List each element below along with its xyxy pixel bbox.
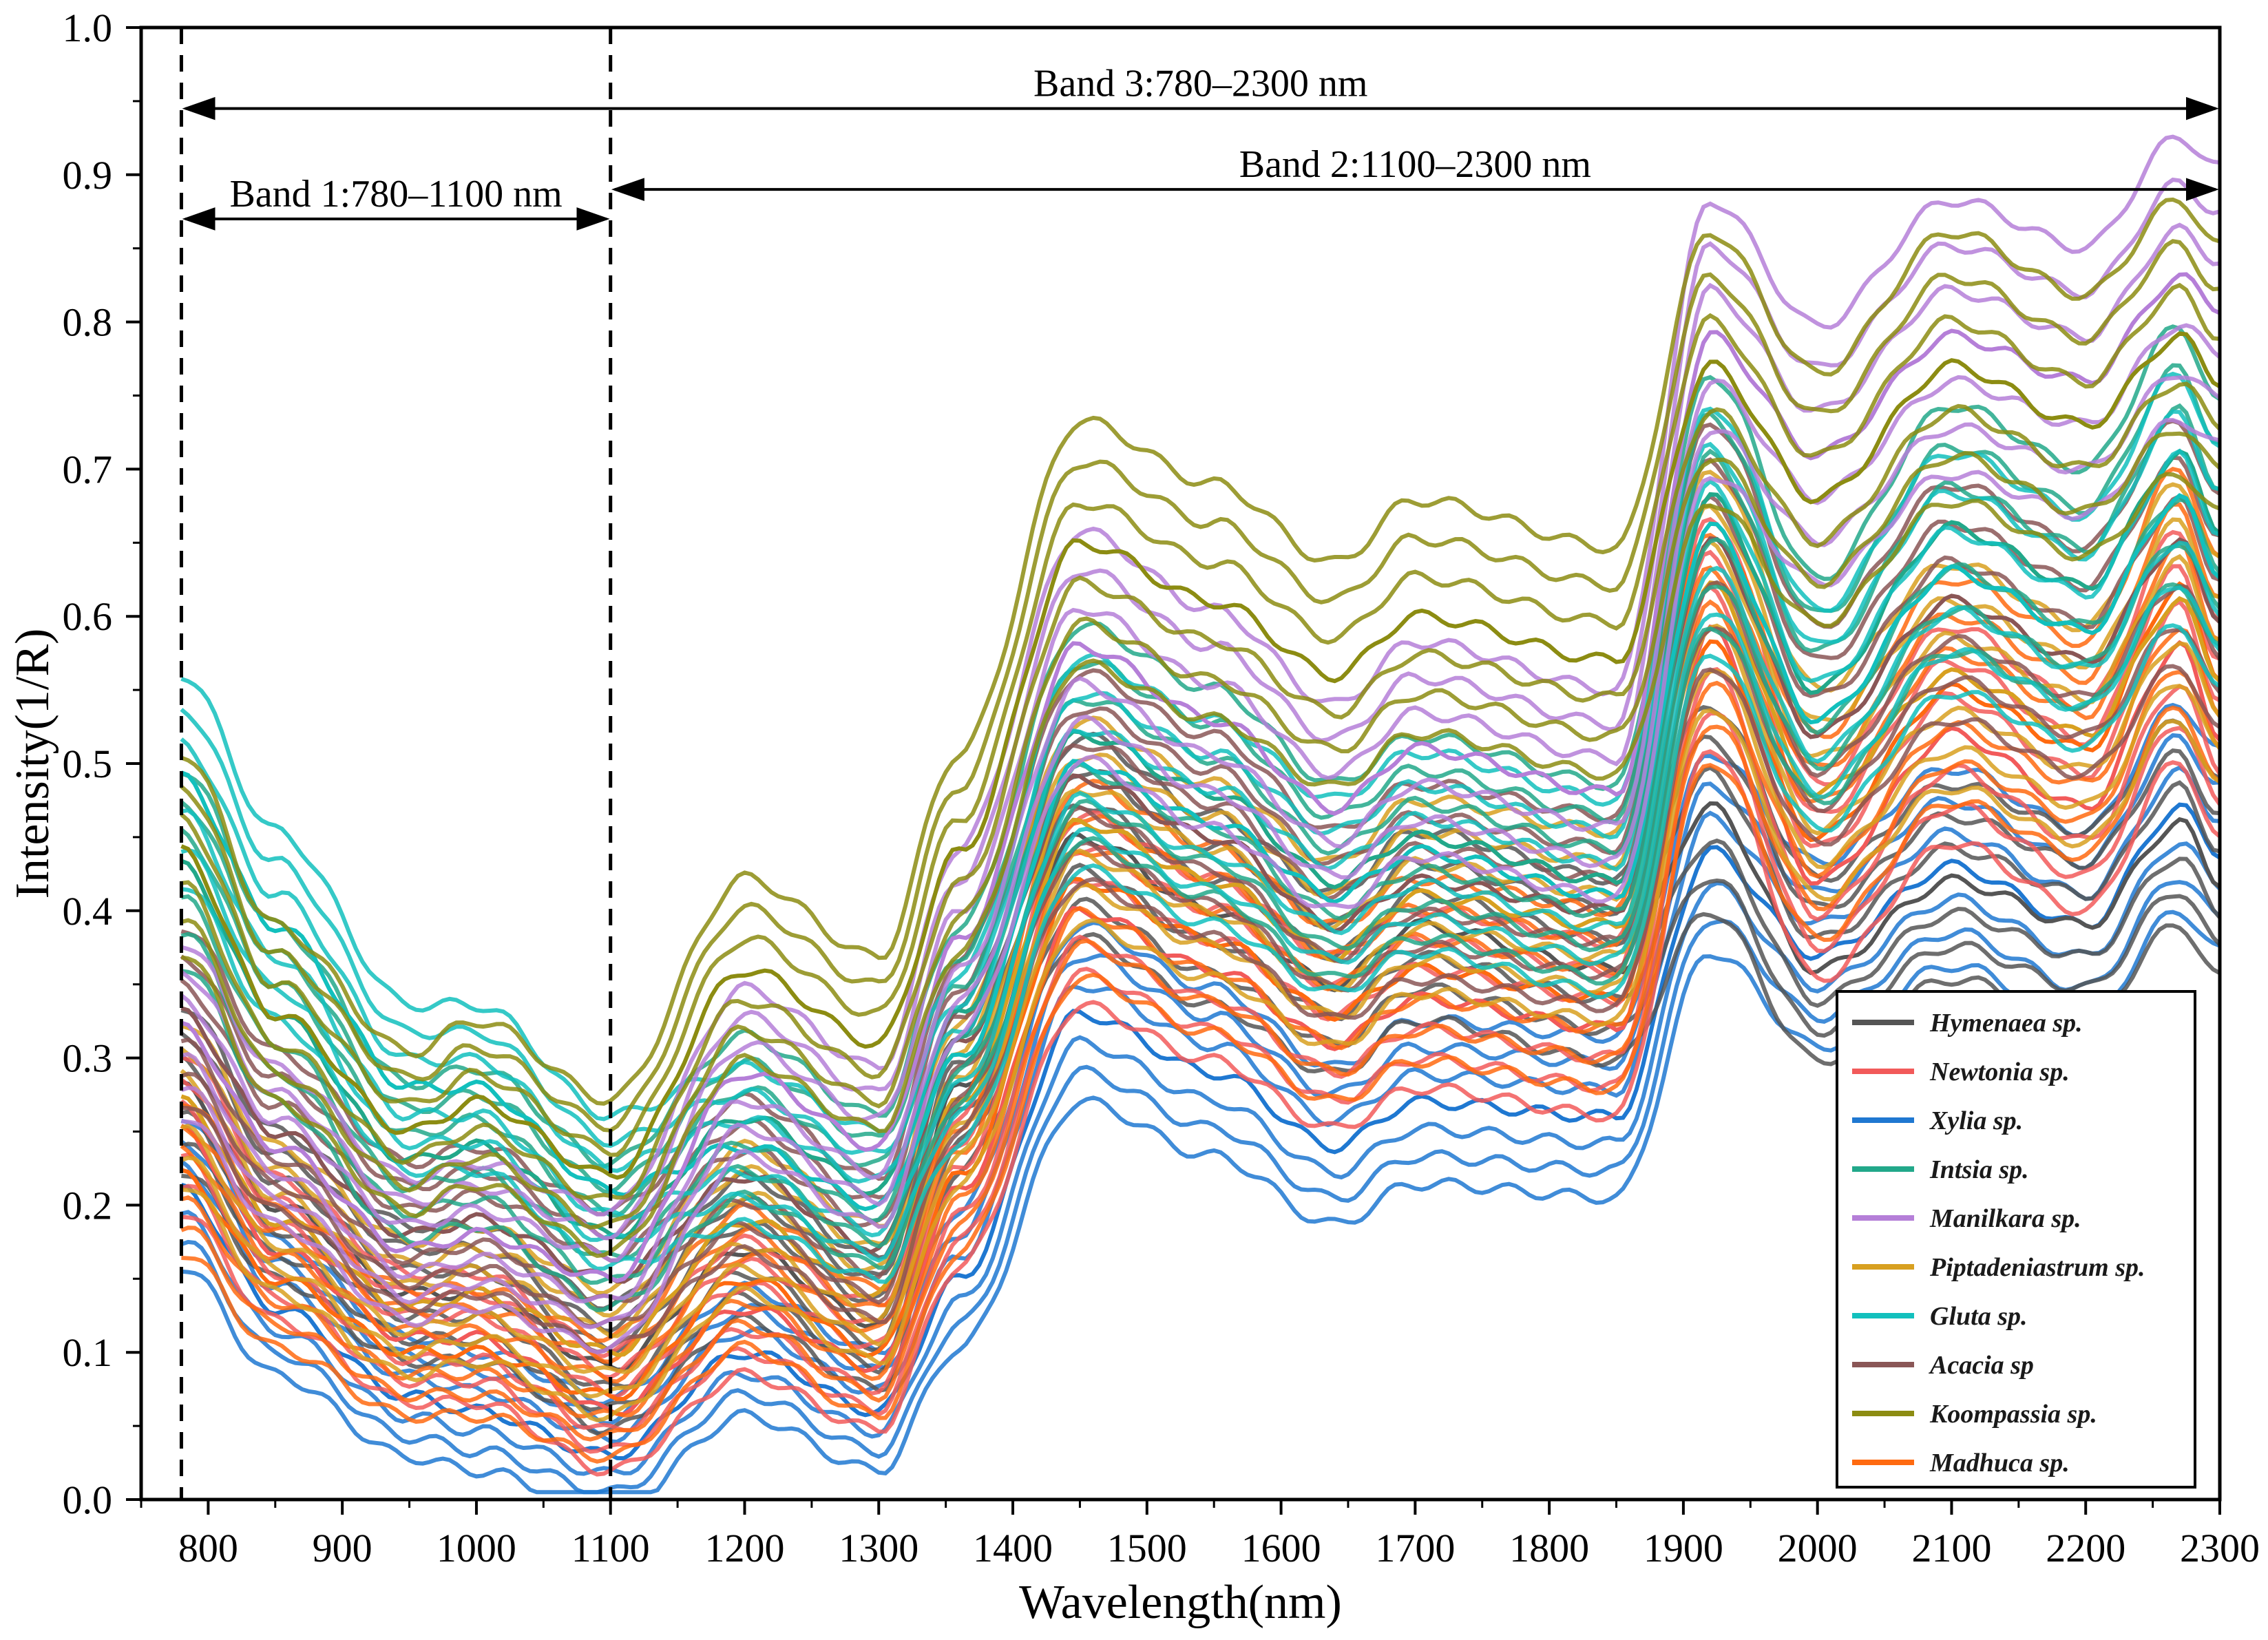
y-axis-title: Intensity(1/R) [6,629,59,899]
axis-ticks: 800 900 1000 1100 1200 1300 1400 1500 1600 1700 18… [63,6,2260,1570]
x-tick-label: 1600 [1241,1526,1321,1570]
band-label: Band 3:780–2300 nm [1033,63,1367,105]
series-line [181,418,2220,1355]
series-line [180,666,2222,1433]
y-tick-label: 0.4 [63,889,113,934]
series-line [180,371,2221,1135]
band-annotations: Band 1:780–1100 nm Band 2:1100–2300 nm Ban… [179,28,2222,1500]
series-line [181,381,2222,1200]
series-line [180,494,2221,1263]
x-tick-label: 1500 [1107,1526,1187,1570]
series-line [180,536,2222,1284]
legend-label: Xylia sp. [1929,1106,2023,1135]
x-tick-label: 900 [313,1526,372,1570]
y-tick-label: 0.8 [63,300,113,345]
y-tick-label: 0.6 [63,594,113,639]
x-tick-label: 2200 [2046,1526,2125,1570]
x-tick-label: 1100 [571,1526,650,1570]
legend-label: Newtonia sp. [1929,1058,2070,1086]
legend-label: Piptadeniastrum sp. [1929,1253,2145,1282]
x-tick-label: 1700 [1375,1526,1455,1570]
y-tick-label: 0.1 [63,1330,113,1375]
series-line [180,472,2221,1259]
series-line [180,627,2222,1329]
series-line [180,880,2222,1495]
series-line [180,623,2222,1374]
series-line [180,431,2222,1230]
y-tick-label: 0.9 [63,153,113,198]
spectral-series [180,134,2222,1495]
x-axis-title: Wavelength(nm) [1019,1576,1342,1629]
series-line [180,282,2220,1157]
legend-label: Manilkara sp. [1929,1204,2081,1233]
x-tick-label: 2000 [1778,1526,1858,1570]
series-koompassia-sp [180,197,2222,1259]
series-line [181,749,2221,1477]
series-line [180,841,2222,1476]
x-tick-label: 1300 [839,1526,918,1570]
series-line [180,627,2222,1419]
series-line [180,134,2220,1217]
x-tick-label: 1900 [1644,1526,1723,1570]
series-line [180,239,2220,1133]
series-line [181,705,2221,1464]
series-line [180,323,2222,1304]
y-tick-label: 0.2 [63,1183,113,1228]
series-line [180,331,2221,1180]
series-line [180,197,2220,1106]
series-line [180,584,2221,1399]
series-line [180,493,2222,1212]
y-tick-label: 0.7 [63,447,113,492]
x-tick-label: 800 [178,1526,238,1570]
legend-label: Acacia sp [1929,1351,2034,1380]
legend-label: Intsia sp. [1929,1155,2029,1184]
series-line [180,375,2221,1329]
legend-label: Koompassia sp. [1929,1400,2097,1429]
series-line [181,708,2221,1422]
x-tick-label: 1400 [973,1526,1053,1570]
y-tick-label: 1.0 [63,6,113,50]
band-label: Band 2:1100–2300 nm [1239,143,1591,186]
legend: Hymenaea sp. Newtonia sp. Xylia sp. Intsia … [1836,990,2196,1489]
x-tick-label: 1200 [704,1526,784,1570]
series-line [180,448,2221,1184]
series-line [180,222,2220,1263]
series-line [181,664,2221,1354]
series-line [180,580,2222,1303]
legend-label: Madhuca sp. [1929,1449,2070,1478]
series-line [180,669,2222,1399]
series-line [180,419,2221,1217]
series-line [180,711,2222,1454]
x-tick-label: 2100 [1911,1526,1991,1570]
x-tick-label: 1000 [437,1526,516,1570]
band-label: Band 1:780–1100 nm [229,173,562,215]
series-line [180,409,2220,1155]
y-tick-label: 0.0 [63,1478,113,1522]
y-tick-label: 0.5 [63,742,113,786]
y-tick-label: 0.3 [63,1036,113,1081]
legend-label: Gluta sp. [1930,1302,2027,1331]
x-tick-label: 2300 [2180,1526,2260,1570]
series-line [180,540,2222,1238]
legend-label: Hymenaea sp. [1929,1009,2083,1038]
x-tick-label: 1800 [1509,1526,1589,1570]
